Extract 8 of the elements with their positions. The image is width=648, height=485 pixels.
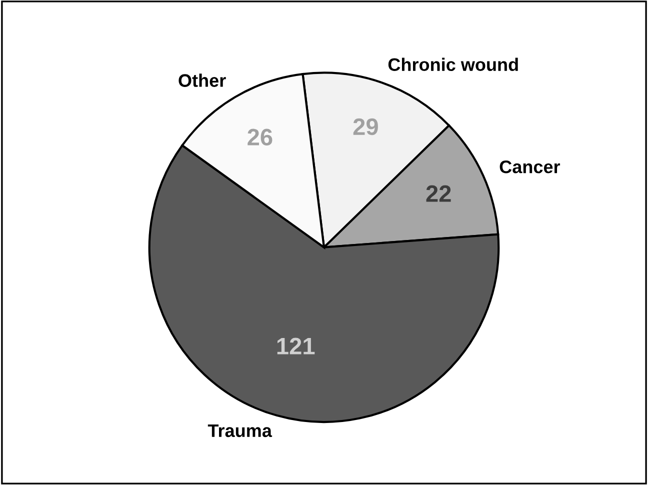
data-label: 121	[277, 338, 315, 354]
slice-label: Chronic wound	[388, 58, 518, 71]
slice-label: Other	[178, 74, 226, 87]
slice-label: Cancer	[500, 160, 560, 174]
slice-label: Trauma	[208, 424, 272, 438]
data-label: 26	[248, 128, 272, 146]
data-label: 22	[426, 185, 451, 202]
data-label: 29	[353, 118, 378, 136]
